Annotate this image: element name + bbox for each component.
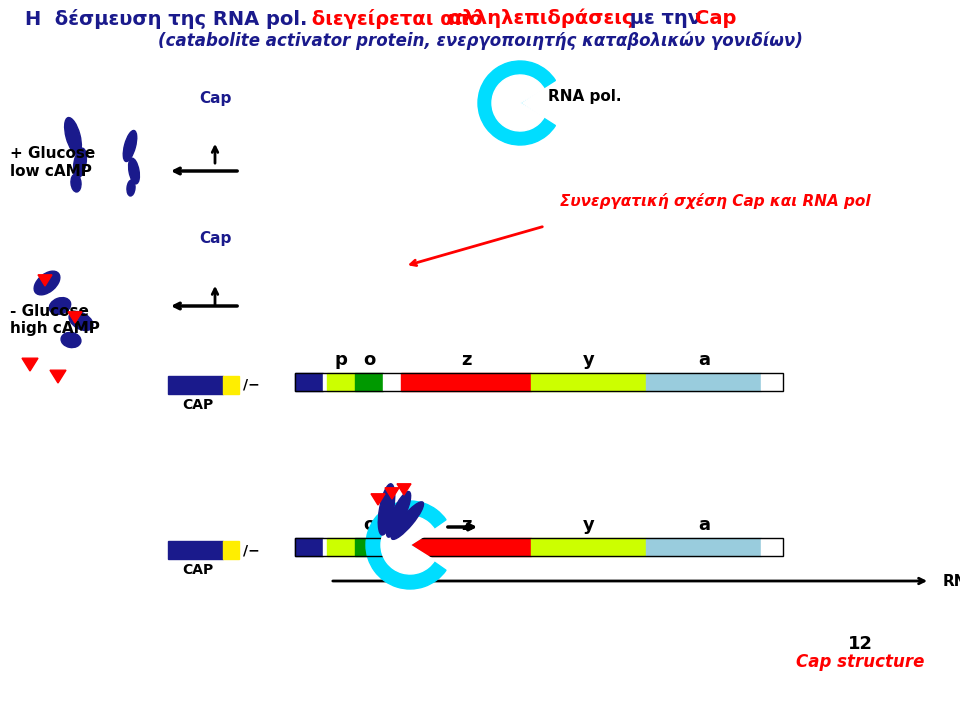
- Ellipse shape: [69, 311, 93, 330]
- Polygon shape: [22, 358, 38, 371]
- Text: Cap: Cap: [199, 91, 231, 106]
- Polygon shape: [385, 488, 399, 499]
- Text: z: z: [461, 351, 471, 369]
- Bar: [168, 541, 223, 559]
- Text: Cap structure: Cap structure: [796, 653, 924, 671]
- Ellipse shape: [127, 180, 135, 196]
- Text: 12: 12: [848, 635, 873, 653]
- Ellipse shape: [64, 118, 82, 154]
- Bar: [295, 538, 323, 556]
- Text: /−: /−: [243, 378, 260, 392]
- Bar: [646, 538, 761, 556]
- Bar: [295, 373, 783, 391]
- Text: Συνεργατική σχέση Cap και RNA pol: Συνεργατική σχέση Cap και RNA pol: [560, 193, 871, 209]
- Ellipse shape: [71, 174, 81, 192]
- Text: CAP: CAP: [181, 398, 213, 412]
- Text: Η  δέσμευση της RNA pol.: Η δέσμευση της RNA pol.: [25, 9, 307, 29]
- Wedge shape: [366, 501, 446, 589]
- Text: (catabolite activator protein, ενεργοποιητής καταβολικών γονιδίων): (catabolite activator protein, ενεργοποι…: [157, 32, 803, 50]
- Text: RNA pol.: RNA pol.: [548, 88, 621, 104]
- Ellipse shape: [387, 491, 411, 537]
- Bar: [383, 373, 401, 391]
- Polygon shape: [50, 370, 66, 383]
- Bar: [327, 373, 355, 391]
- Bar: [223, 376, 239, 394]
- Text: z: z: [461, 516, 471, 534]
- Wedge shape: [492, 75, 544, 131]
- Text: p: p: [335, 351, 348, 369]
- Bar: [531, 538, 646, 556]
- Text: + Glucose: + Glucose: [10, 146, 95, 161]
- Text: με την: με την: [623, 9, 708, 28]
- Text: y: y: [583, 351, 595, 369]
- Polygon shape: [68, 312, 82, 323]
- Text: o: o: [363, 516, 375, 534]
- Text: high cAMP: high cAMP: [10, 322, 100, 336]
- Ellipse shape: [129, 158, 139, 184]
- Text: Cap: Cap: [695, 9, 736, 28]
- Ellipse shape: [61, 332, 81, 348]
- Bar: [531, 373, 646, 391]
- Text: a: a: [698, 516, 710, 534]
- Bar: [223, 541, 239, 559]
- Text: - Glucose: - Glucose: [10, 304, 89, 318]
- Ellipse shape: [123, 130, 136, 161]
- Text: low cAMP: low cAMP: [10, 163, 92, 179]
- Text: διεγείρεται από: διεγείρεται από: [305, 9, 490, 29]
- Bar: [355, 538, 383, 556]
- Bar: [323, 373, 327, 391]
- Bar: [401, 373, 531, 391]
- Bar: [401, 538, 531, 556]
- Wedge shape: [381, 516, 435, 574]
- Text: o: o: [363, 351, 375, 369]
- Ellipse shape: [49, 298, 71, 315]
- Bar: [761, 538, 783, 556]
- Text: RNA: RNA: [943, 573, 960, 589]
- Bar: [327, 538, 355, 556]
- Bar: [761, 373, 783, 391]
- Polygon shape: [371, 494, 385, 505]
- Text: /−: /−: [243, 543, 260, 557]
- Ellipse shape: [392, 502, 423, 539]
- Bar: [295, 373, 323, 391]
- Text: Cap: Cap: [199, 231, 231, 246]
- Bar: [295, 538, 783, 556]
- Ellipse shape: [35, 271, 60, 295]
- Text: a: a: [698, 351, 710, 369]
- Ellipse shape: [74, 148, 86, 178]
- Text: y: y: [583, 516, 595, 534]
- Bar: [646, 373, 761, 391]
- Text: CAP: CAP: [181, 563, 213, 577]
- Bar: [383, 538, 401, 556]
- Bar: [355, 373, 383, 391]
- Text: αλληλεπιδράσεις: αλληλεπιδράσεις: [449, 9, 634, 29]
- Wedge shape: [478, 61, 556, 145]
- Ellipse shape: [378, 484, 395, 535]
- Polygon shape: [397, 484, 411, 495]
- Bar: [323, 538, 327, 556]
- Bar: [168, 376, 223, 394]
- Polygon shape: [38, 275, 52, 286]
